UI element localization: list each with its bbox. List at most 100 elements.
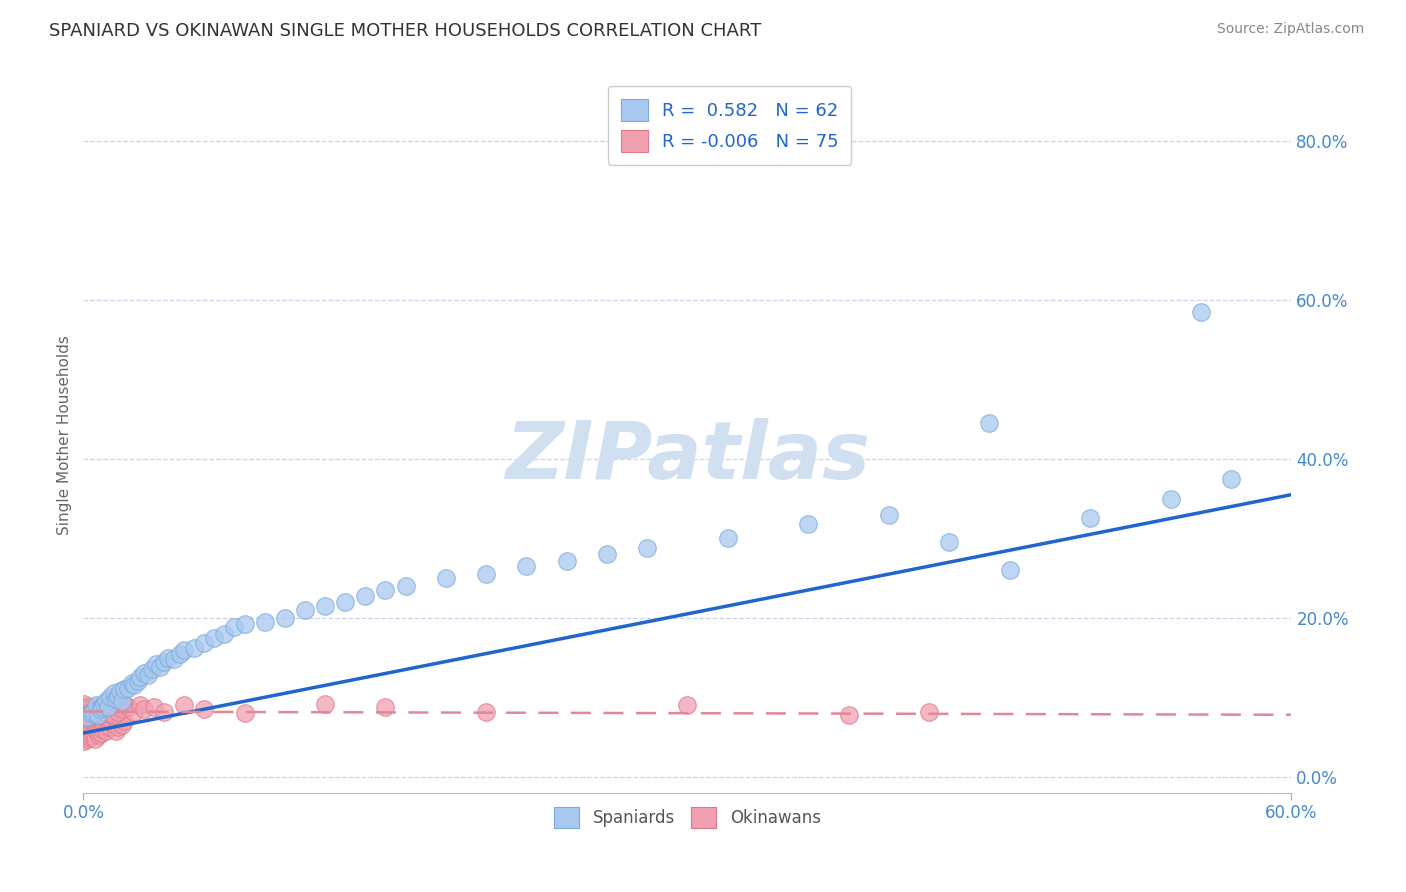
Point	[98, 690, 121, 705]
Point	[75, 728, 97, 742]
Point	[333, 595, 356, 609]
Point	[1189, 305, 1212, 319]
Point	[80, 705, 103, 719]
Point	[103, 686, 125, 700]
Point	[98, 697, 121, 711]
Point	[676, 698, 699, 713]
Point	[224, 620, 246, 634]
Point	[233, 617, 256, 632]
Point	[141, 663, 163, 677]
Point	[107, 705, 129, 719]
Point	[76, 707, 98, 722]
Point	[90, 726, 112, 740]
Point	[79, 706, 101, 721]
Point	[1078, 511, 1101, 525]
Point	[93, 718, 115, 732]
Point	[100, 702, 122, 716]
Point	[636, 541, 658, 555]
Point	[117, 699, 139, 714]
Point	[79, 723, 101, 738]
Point	[90, 699, 112, 714]
Point	[112, 697, 135, 711]
Point	[97, 699, 120, 714]
Point	[434, 571, 457, 585]
Point	[100, 715, 122, 730]
Point	[998, 563, 1021, 577]
Point	[475, 567, 498, 582]
Point	[94, 699, 117, 714]
Point	[117, 681, 139, 695]
Point	[374, 699, 396, 714]
Point	[76, 731, 98, 746]
Point	[90, 722, 112, 736]
Point	[86, 723, 108, 738]
Point	[837, 707, 859, 722]
Point	[79, 706, 101, 721]
Point	[104, 723, 127, 738]
Point	[80, 706, 103, 721]
Point	[75, 705, 97, 719]
Point	[104, 699, 127, 714]
Point	[374, 582, 396, 597]
Point	[73, 734, 96, 748]
Point	[145, 657, 167, 671]
Point	[938, 535, 960, 549]
Point	[94, 694, 117, 708]
Point	[94, 723, 117, 738]
Point	[86, 702, 108, 716]
Point	[193, 636, 215, 650]
Point	[84, 721, 107, 735]
Point	[183, 640, 205, 655]
Point	[253, 615, 276, 629]
Point	[86, 707, 108, 722]
Text: Source: ZipAtlas.com: Source: ZipAtlas.com	[1216, 22, 1364, 37]
Point	[153, 655, 176, 669]
Point	[84, 698, 107, 713]
Point	[877, 508, 900, 522]
Point	[122, 678, 145, 692]
Point	[136, 668, 159, 682]
Point	[79, 730, 101, 744]
Point	[112, 714, 135, 728]
Text: ZIPatlas: ZIPatlas	[505, 417, 870, 495]
Point	[82, 707, 104, 722]
Point	[214, 626, 236, 640]
Point	[1220, 472, 1243, 486]
Point	[93, 705, 115, 719]
Point	[77, 702, 100, 716]
Point	[112, 682, 135, 697]
Point	[193, 702, 215, 716]
Point	[103, 707, 125, 722]
Point	[98, 721, 121, 735]
Point	[93, 697, 115, 711]
Point	[97, 714, 120, 728]
Point	[122, 705, 145, 719]
Point	[84, 705, 107, 719]
Point	[128, 670, 150, 684]
Point	[108, 707, 131, 722]
Point	[918, 705, 941, 719]
Point	[163, 652, 186, 666]
Point	[107, 721, 129, 735]
Point	[274, 611, 297, 625]
Point	[132, 702, 155, 716]
Point	[108, 698, 131, 713]
Point	[111, 718, 134, 732]
Point	[97, 706, 120, 721]
Point	[76, 699, 98, 714]
Point	[86, 718, 108, 732]
Point	[82, 726, 104, 740]
Point	[149, 660, 172, 674]
Text: SPANIARD VS OKINAWAN SINGLE MOTHER HOUSEHOLDS CORRELATION CHART: SPANIARD VS OKINAWAN SINGLE MOTHER HOUSE…	[49, 22, 762, 40]
Point	[82, 699, 104, 714]
Point	[314, 599, 336, 613]
Point	[90, 698, 112, 713]
Point	[108, 684, 131, 698]
Point	[294, 603, 316, 617]
Point	[596, 547, 619, 561]
Point	[82, 705, 104, 719]
Point	[73, 706, 96, 721]
Point	[156, 650, 179, 665]
Point	[89, 702, 111, 716]
Point	[75, 710, 97, 724]
